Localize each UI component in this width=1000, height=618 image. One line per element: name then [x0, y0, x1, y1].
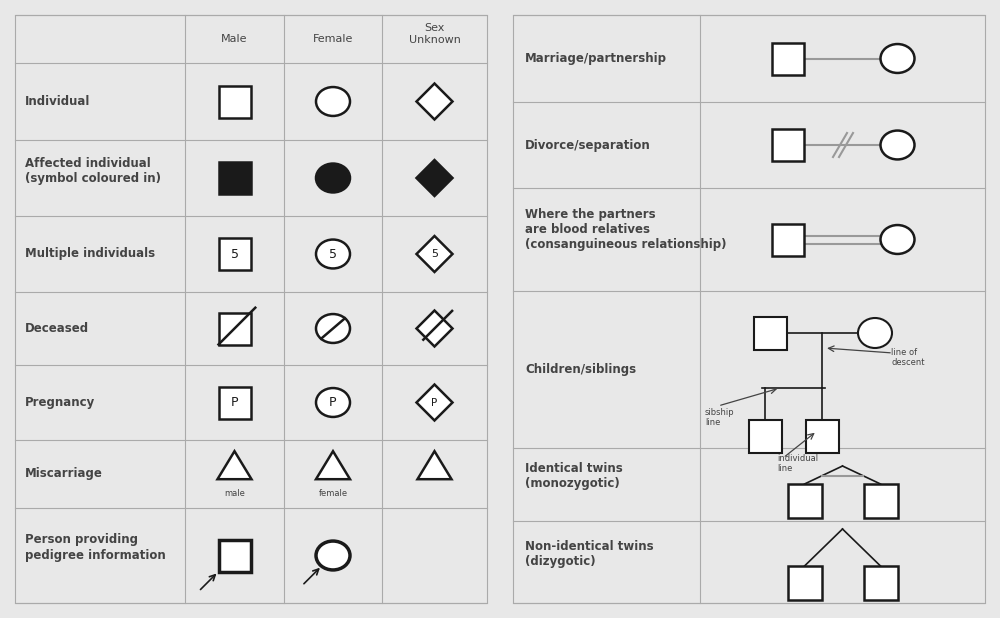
Bar	[218, 540, 250, 572]
Ellipse shape	[858, 318, 892, 348]
Text: Divorce/separation: Divorce/separation	[525, 138, 651, 151]
Text: P: P	[329, 396, 337, 409]
Text: Identical twins
(monozygotic): Identical twins (monozygotic)	[525, 462, 623, 491]
Bar	[218, 85, 250, 117]
Bar	[218, 386, 250, 418]
Text: Female: Female	[313, 34, 353, 44]
Bar	[748, 420, 782, 452]
Ellipse shape	[316, 87, 350, 116]
Text: Person providing
pedigree information: Person providing pedigree information	[25, 533, 166, 562]
Bar	[772, 43, 804, 75]
Bar	[806, 420, 838, 452]
Text: Multiple individuals: Multiple individuals	[25, 247, 155, 261]
Bar	[788, 566, 822, 600]
Bar	[218, 313, 250, 344]
Bar	[772, 129, 804, 161]
Text: 5: 5	[329, 247, 337, 261]
Ellipse shape	[316, 541, 350, 570]
Text: Where the partners
are blood relatives
(consanguineous relationship): Where the partners are blood relatives (…	[525, 208, 726, 251]
Polygon shape	[416, 384, 452, 420]
Text: 5: 5	[230, 247, 239, 261]
Text: line of
descent: line of descent	[891, 348, 924, 367]
Bar	[218, 238, 250, 270]
Ellipse shape	[881, 44, 914, 73]
Bar	[218, 162, 250, 194]
Ellipse shape	[316, 164, 350, 192]
Text: Marriage/partnership: Marriage/partnership	[525, 52, 667, 65]
Text: individual
line: individual line	[777, 454, 818, 473]
Ellipse shape	[316, 314, 350, 343]
Text: P: P	[231, 396, 238, 409]
Ellipse shape	[316, 240, 350, 268]
Text: Pregnancy: Pregnancy	[25, 396, 95, 409]
Text: Children/siblings: Children/siblings	[525, 363, 636, 376]
Text: Deceased: Deceased	[25, 322, 89, 335]
Text: male: male	[224, 489, 245, 499]
Bar	[513, 15, 985, 603]
Text: Individual: Individual	[25, 95, 90, 108]
Polygon shape	[416, 83, 452, 119]
Text: Miscarriage: Miscarriage	[25, 467, 103, 481]
Polygon shape	[416, 310, 452, 347]
Text: sibship
line: sibship line	[705, 408, 735, 428]
Text: Non-identical twins
(dizygotic): Non-identical twins (dizygotic)	[525, 540, 654, 568]
Ellipse shape	[881, 225, 914, 254]
Bar	[15, 15, 487, 603]
Polygon shape	[418, 451, 452, 479]
Polygon shape	[316, 451, 350, 479]
Bar	[754, 316, 786, 350]
Text: P: P	[431, 397, 438, 407]
Text: 5: 5	[431, 249, 438, 259]
Text: Male: Male	[221, 34, 248, 44]
Bar	[864, 484, 898, 518]
Polygon shape	[218, 451, 252, 479]
Bar	[788, 484, 822, 518]
Bar	[772, 224, 804, 255]
Text: Sex
Unknown: Sex Unknown	[409, 23, 460, 44]
Text: female: female	[318, 489, 348, 499]
Polygon shape	[416, 160, 452, 196]
Text: Affected individual
(symbol coloured in): Affected individual (symbol coloured in)	[25, 157, 161, 185]
Ellipse shape	[881, 130, 914, 159]
Ellipse shape	[316, 388, 350, 417]
Bar	[864, 566, 898, 600]
Polygon shape	[416, 236, 452, 272]
